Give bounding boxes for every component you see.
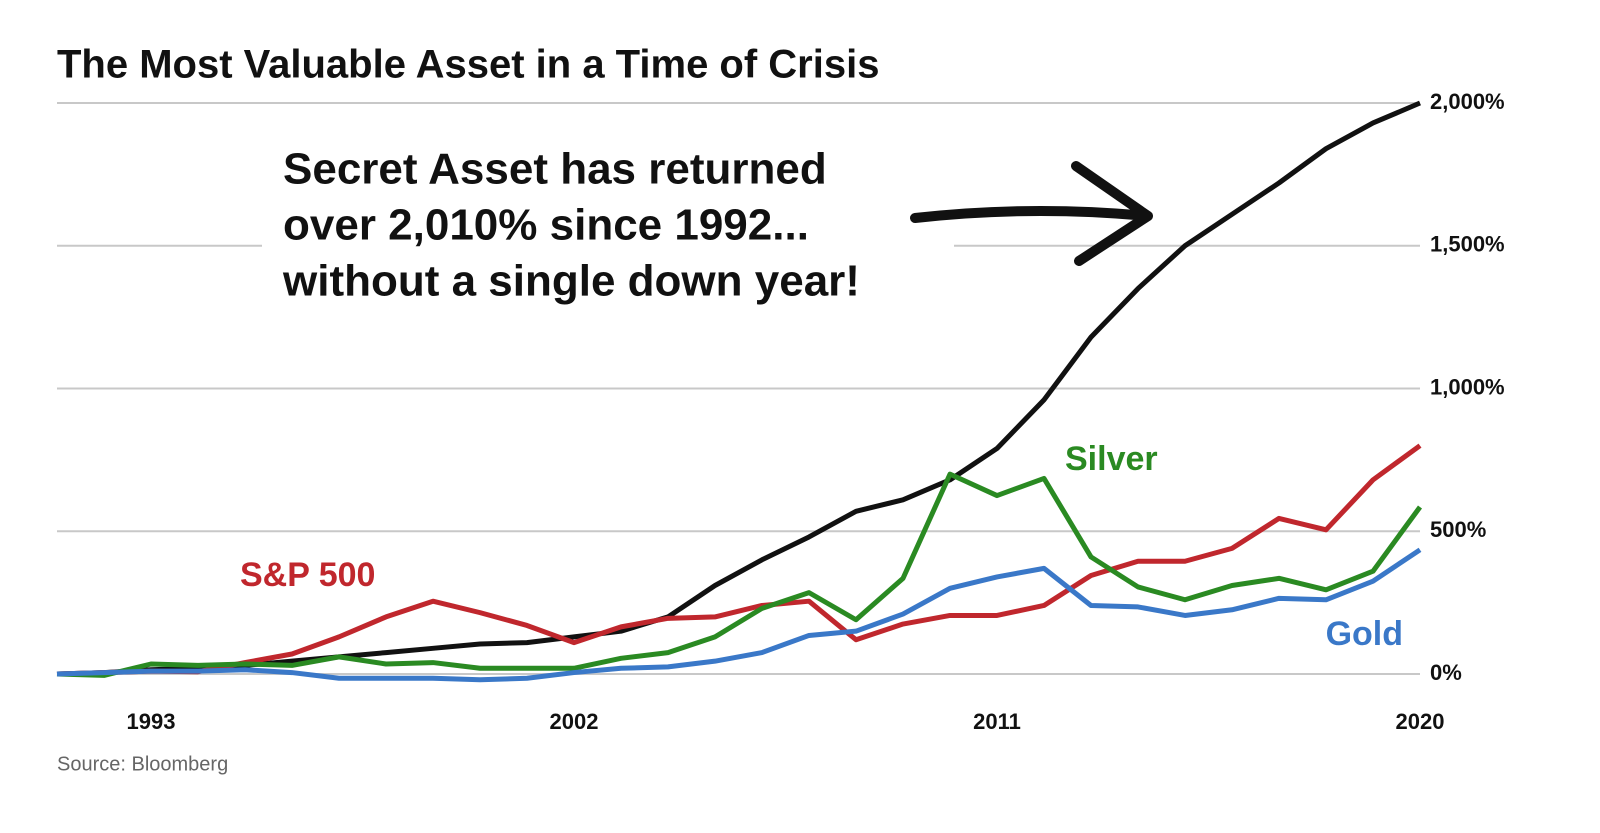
- annotation-arrow: [910, 161, 1153, 266]
- plot: [56, 100, 1423, 683]
- y-tick-label: 0%: [1430, 660, 1462, 685]
- annotation-background: [262, 140, 954, 312]
- series-line: [56, 443, 1422, 677]
- x-tick-label: 2020: [1396, 709, 1445, 734]
- y-tick-label: 1,500%: [1430, 232, 1505, 257]
- series-line: [56, 471, 1423, 678]
- series-label: Gold: [1326, 615, 1403, 653]
- series-label: Silver: [1065, 440, 1158, 478]
- y-tick-label: 1,000%: [1430, 374, 1505, 399]
- annotation-line: Secret Asset has returned: [283, 145, 827, 194]
- x-tick-label: 2011: [973, 709, 1021, 734]
- x-tick-label: 2002: [550, 709, 599, 734]
- source: Source: Bloomberg: [57, 753, 228, 775]
- annotation-line: over 2,010% since 1992...: [283, 201, 809, 250]
- chart-title: The Most Valuable Asset in a Time of Cri…: [57, 43, 879, 87]
- annotation-line: without a single down year!: [282, 257, 860, 306]
- series-line: [56, 100, 1421, 677]
- y-tick-label: 2,000%: [1430, 89, 1505, 114]
- y-tick-label: 500%: [1430, 517, 1486, 542]
- x-tick-label: 1993: [127, 709, 176, 734]
- series-label: S&P 500: [240, 556, 375, 594]
- series-line: [56, 547, 1422, 683]
